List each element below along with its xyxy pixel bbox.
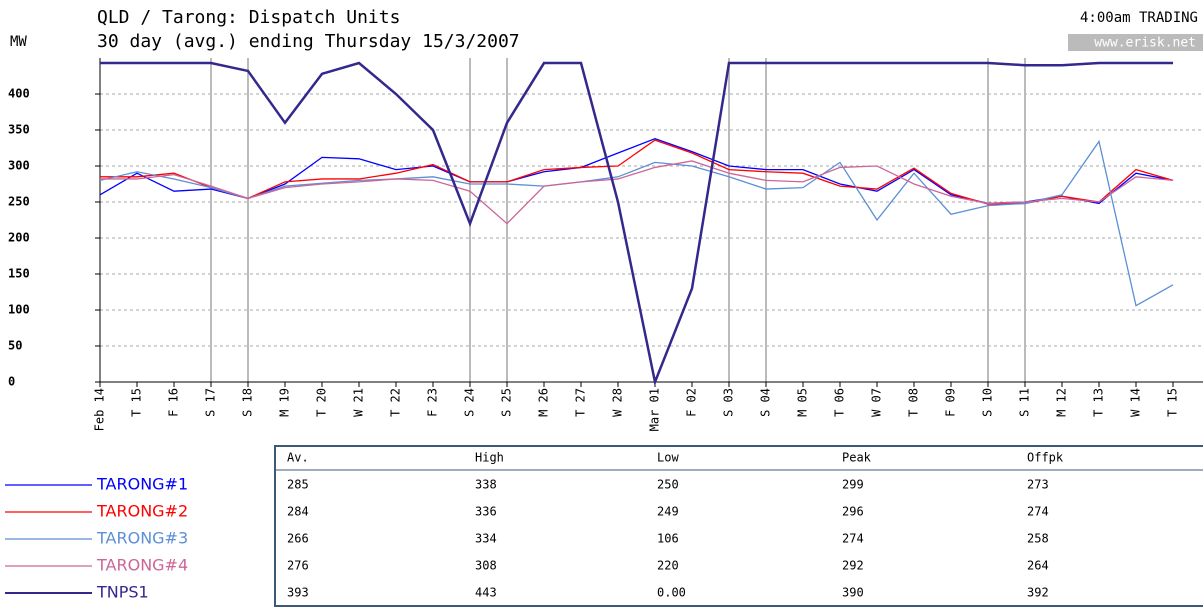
x-tick-label: F 16: [167, 388, 181, 417]
table-header: Low: [657, 451, 679, 465]
x-tick-label: S 11: [1018, 388, 1032, 417]
site-label: www.erisk.net: [1094, 36, 1196, 51]
table-cell: 393: [287, 586, 309, 600]
table-cell: 443: [475, 586, 497, 600]
table-cell: 266: [287, 532, 309, 546]
table-cell: 284: [287, 505, 309, 519]
table-cell: 308: [475, 559, 497, 573]
table-cell: 250: [657, 478, 679, 492]
y-tick-label: 400: [8, 87, 30, 101]
trading-label: 4:00am TRADING: [1080, 10, 1198, 26]
y-tick-label: 350: [8, 123, 30, 137]
x-tick-label: Feb 14: [93, 388, 107, 431]
x-tick-label: S 25: [500, 388, 514, 417]
x-tick-label: W 28: [611, 388, 625, 417]
legend-label: TARONG#4: [96, 556, 188, 575]
table-cell: 274: [1027, 505, 1049, 519]
y-tick-label: 150: [8, 267, 30, 281]
x-tick-label: Mar 01: [648, 388, 662, 431]
x-tick-label: W 14: [1129, 388, 1143, 417]
x-tick-label: S 03: [722, 388, 736, 417]
table-cell: 285: [287, 478, 309, 492]
x-tick-label: T 06: [833, 388, 847, 417]
table-header: High: [475, 451, 504, 465]
x-tick-label: T 20: [315, 388, 329, 417]
table-cell: 336: [475, 505, 497, 519]
table-header: Av.: [287, 451, 309, 465]
x-tick-label: T 22: [389, 388, 403, 417]
series-line: [99, 139, 1174, 307]
x-tick-label: T 13: [1092, 388, 1106, 417]
table-cell: 273: [1027, 478, 1049, 492]
legend-label: TARONG#2: [96, 502, 188, 521]
legend-label: TARONG#1: [96, 475, 188, 494]
table-cell: 106: [657, 532, 679, 546]
y-tick-label: 250: [8, 195, 30, 209]
series-line: [100, 160, 1174, 225]
x-tick-label: M 05: [796, 388, 810, 417]
legend-label: TNPS1: [96, 583, 149, 602]
y-tick-label: 0: [8, 375, 15, 389]
table-cell: 276: [287, 559, 309, 573]
table-header: Peak: [842, 451, 872, 465]
chart-title: QLD / Tarong: Dispatch Units: [97, 7, 400, 28]
table-cell: 338: [475, 478, 497, 492]
x-tick-label: F 09: [944, 388, 958, 417]
x-tick-label: M 26: [537, 388, 551, 417]
table-cell: 292: [842, 559, 864, 573]
chart-subtitle: 30 day (avg.) ending Thursday 15/3/2007: [97, 31, 520, 52]
x-tick-label: S 17: [204, 388, 218, 417]
x-tick-label: F 23: [426, 388, 440, 417]
y-tick-label: 50: [8, 339, 22, 353]
table-cell: 334: [475, 532, 497, 546]
table-cell: 264: [1027, 559, 1049, 573]
x-tick-label: T 15: [130, 388, 144, 417]
y-axis-label: MW: [10, 34, 27, 50]
table-cell: 296: [842, 505, 864, 519]
table-cell: 390: [842, 586, 864, 600]
series-line: [100, 61, 1173, 387]
table-cell: 258: [1027, 532, 1049, 546]
legend-label: TARONG#3: [96, 529, 188, 548]
x-tick-label: S 10: [981, 388, 995, 417]
x-tick-label: F 02: [685, 388, 699, 417]
y-tick-label: 300: [8, 159, 30, 173]
x-tick-label: S 04: [759, 388, 773, 417]
table-cell: 220: [657, 559, 679, 573]
table-cell: 249: [657, 505, 679, 519]
x-tick-label: T 27: [574, 388, 588, 417]
table-cell: 0.00: [657, 586, 686, 600]
y-tick-label: 100: [8, 303, 30, 317]
table-cell: 392: [1027, 586, 1049, 600]
series-line: [100, 139, 1174, 205]
site-badge: [1068, 34, 1203, 51]
x-tick-label: W 07: [870, 388, 884, 417]
table-cell: 274: [842, 532, 864, 546]
table-header: Offpk: [1027, 451, 1064, 465]
x-tick-label: T 15: [1166, 388, 1180, 417]
x-tick-label: W 21: [352, 388, 366, 417]
x-tick-label: M 19: [278, 388, 292, 417]
table-border: [274, 445, 1203, 607]
x-tick-label: S 18: [241, 388, 255, 417]
x-tick-label: M 12: [1055, 388, 1069, 417]
y-tick-label: 200: [8, 231, 30, 245]
x-tick-label: S 24: [463, 388, 477, 417]
x-tick-label: T 08: [907, 388, 921, 417]
table-cell: 299: [842, 478, 864, 492]
